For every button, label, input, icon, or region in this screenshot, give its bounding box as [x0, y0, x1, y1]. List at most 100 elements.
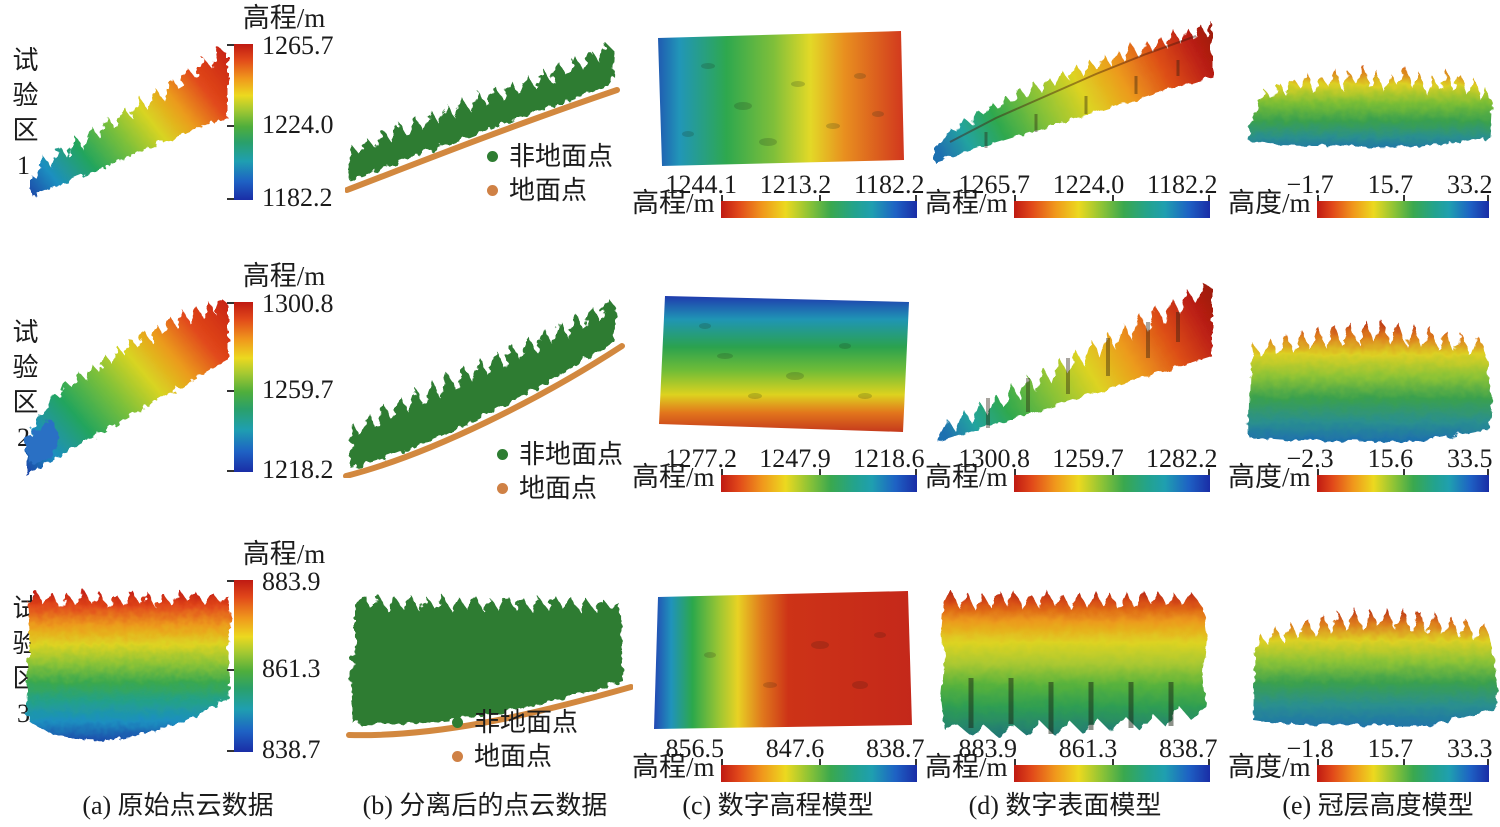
tick-mark — [227, 579, 234, 582]
separated-pointcloud-image-1 — [345, 44, 620, 193]
colorbar-height-horizontal-e2: 高度/m −2.3 15.6 33.5 — [1228, 444, 1493, 492]
original-pointcloud-image-1 — [31, 48, 228, 196]
legend-item-ground: 地面点 — [497, 472, 623, 506]
chm-image-3 — [1253, 608, 1497, 726]
chm-image-1 — [1248, 64, 1492, 148]
tick-mark — [227, 469, 234, 472]
caption-b: (b) 分离后的点云数据 — [362, 791, 608, 820]
colorbar-mid-value: 861.3 — [262, 654, 321, 684]
tick-mark — [227, 390, 234, 393]
colorbar-value: 883.9 — [958, 734, 1018, 763]
colorbar-min-value: 838.7 — [262, 734, 321, 764]
colorbar-value: 838.7 — [1159, 734, 1218, 763]
ground-point-icon — [487, 185, 498, 197]
colorbar-value: 1300.8 — [958, 444, 1031, 473]
colorbar-value: 1259.7 — [1052, 444, 1124, 473]
colorbar-elevation-vertical-2: 高程/m 1300.8 1259.7 1218.2 — [222, 261, 346, 482]
colorbar-gradient — [720, 469, 917, 492]
legend-item-ground: 地面点 — [452, 740, 578, 774]
colorbar-gradient — [1316, 195, 1489, 218]
caption-a: (a) 原始点云数据 — [82, 791, 274, 820]
colorbar-height-horizontal-e3: 高度/m −1.8 15.7 33.3 — [1228, 734, 1493, 782]
colorbar-title: 高程/m — [632, 462, 715, 492]
colorbar-value: 1182.2 — [853, 170, 925, 199]
original-pointcloud-image-3 — [26, 590, 230, 741]
legend-item-nonground: 非地面点 — [487, 140, 613, 174]
colorbar-value: −2.3 — [1286, 444, 1334, 473]
colorbar-gradient — [234, 301, 253, 472]
colorbar-max-value: 1265.7 — [262, 30, 334, 60]
tick-mark — [227, 197, 234, 200]
dem-image-3 — [654, 591, 912, 729]
colorbar-value: 861.3 — [1058, 734, 1118, 763]
colorbar-gradient — [1013, 759, 1210, 782]
colorbar-gradient — [234, 43, 253, 200]
separated-pointcloud-image-3 — [346, 593, 633, 739]
colorbar-elevation-horizontal-c1: 高程/m 1244.1 1213.2 1182.2 — [632, 170, 925, 218]
caption-e: (e) 冠层高度模型 — [1282, 791, 1474, 820]
colorbar-value: 1244.1 — [665, 170, 738, 199]
tick-mark — [227, 124, 234, 127]
dsm-image-2 — [938, 284, 1212, 442]
colorbar-title: 高程/m — [242, 261, 326, 291]
colorbar-value: 1218.6 — [853, 444, 925, 473]
nonground-point-icon — [452, 717, 463, 729]
colorbar-title: 高程/m — [242, 3, 326, 33]
dsm-image-1 — [934, 22, 1212, 162]
colorbar-min-value: 1182.2 — [262, 182, 333, 212]
legend-item-nonground: 非地面点 — [452, 706, 578, 740]
legend-label: 非地面点 — [474, 708, 579, 737]
colorbar-value: 15.7 — [1367, 734, 1414, 763]
legend-label: 地面点 — [519, 473, 598, 503]
colorbar-value: −1.7 — [1286, 170, 1334, 199]
colorbar-gradient — [234, 579, 253, 752]
colorbar-title: 高度/m — [1228, 752, 1311, 782]
pointcloud-legend-3: 非地面点 地面点 — [452, 706, 578, 774]
colorbar-elevation-horizontal-c2: 高程/m 1277.2 1247.9 1218.6 — [632, 444, 925, 492]
colorbar-gradient — [720, 195, 917, 218]
legend-label: 地面点 — [474, 741, 553, 771]
dem-image-1 — [658, 31, 904, 166]
ground-point-icon — [497, 483, 508, 495]
colorbar-value: −1.8 — [1286, 734, 1334, 763]
colorbar-gradient — [1013, 195, 1210, 218]
colorbar-value: 847.6 — [765, 734, 825, 763]
legend-label: 非地面点 — [509, 142, 614, 171]
colorbar-value: 1282.2 — [1146, 444, 1218, 473]
colorbar-value: 15.6 — [1367, 444, 1414, 473]
colorbar-min-value: 1218.2 — [262, 454, 334, 484]
colorbar-title: 高度/m — [1228, 462, 1311, 492]
colorbar-value: 1213.2 — [759, 170, 832, 199]
nonground-point-icon — [497, 449, 508, 461]
caption-d: (d) 数字表面模型 — [968, 791, 1162, 820]
colorbar-gradient — [1316, 469, 1489, 492]
dsm-image-3 — [941, 590, 1207, 738]
tick-mark — [227, 301, 234, 304]
colorbar-mid-value: 1224.0 — [262, 109, 334, 139]
colorbar-elevation-horizontal-c3: 高程/m 856.5 847.6 838.7 — [632, 734, 925, 782]
colorbar-value: 1277.2 — [665, 444, 738, 473]
colorbar-elevation-horizontal-d1: 高程/m 1265.7 1224.0 1182.2 — [925, 170, 1218, 218]
colorbar-title: 高程/m — [632, 752, 715, 782]
pointcloud-legend-2: 非地面点 地面点 — [497, 438, 623, 506]
colorbar-height-horizontal-e1: 高度/m −1.7 15.7 33.2 — [1228, 170, 1493, 218]
colorbar-value: 1182.2 — [1146, 170, 1218, 199]
colorbar-value: 33.5 — [1447, 444, 1493, 473]
colorbar-title: 高程/m — [925, 462, 1008, 492]
pointcloud-legend-1: 非地面点 地面点 — [487, 140, 613, 208]
legend-item-nonground: 非地面点 — [497, 438, 623, 472]
colorbar-max-value: 1300.8 — [262, 288, 334, 318]
colorbar-value: 856.5 — [665, 734, 725, 763]
colorbar-value: 1265.7 — [958, 170, 1031, 199]
colorbar-value: 838.7 — [866, 734, 925, 763]
legend-label: 地面点 — [509, 175, 588, 205]
colorbar-max-value: 883.9 — [262, 566, 321, 596]
row-label-area-1: 试验区1 — [9, 46, 38, 189]
ground-point-icon — [452, 751, 463, 763]
colorbar-value: 15.7 — [1367, 170, 1414, 199]
colorbar-elevation-vertical-1: 高程/m 1265.7 1224.0 1182.2 — [222, 3, 346, 210]
colorbar-gradient — [1013, 469, 1210, 492]
colorbar-title: 高程/m — [925, 188, 1008, 218]
nonground-point-icon — [487, 151, 498, 163]
